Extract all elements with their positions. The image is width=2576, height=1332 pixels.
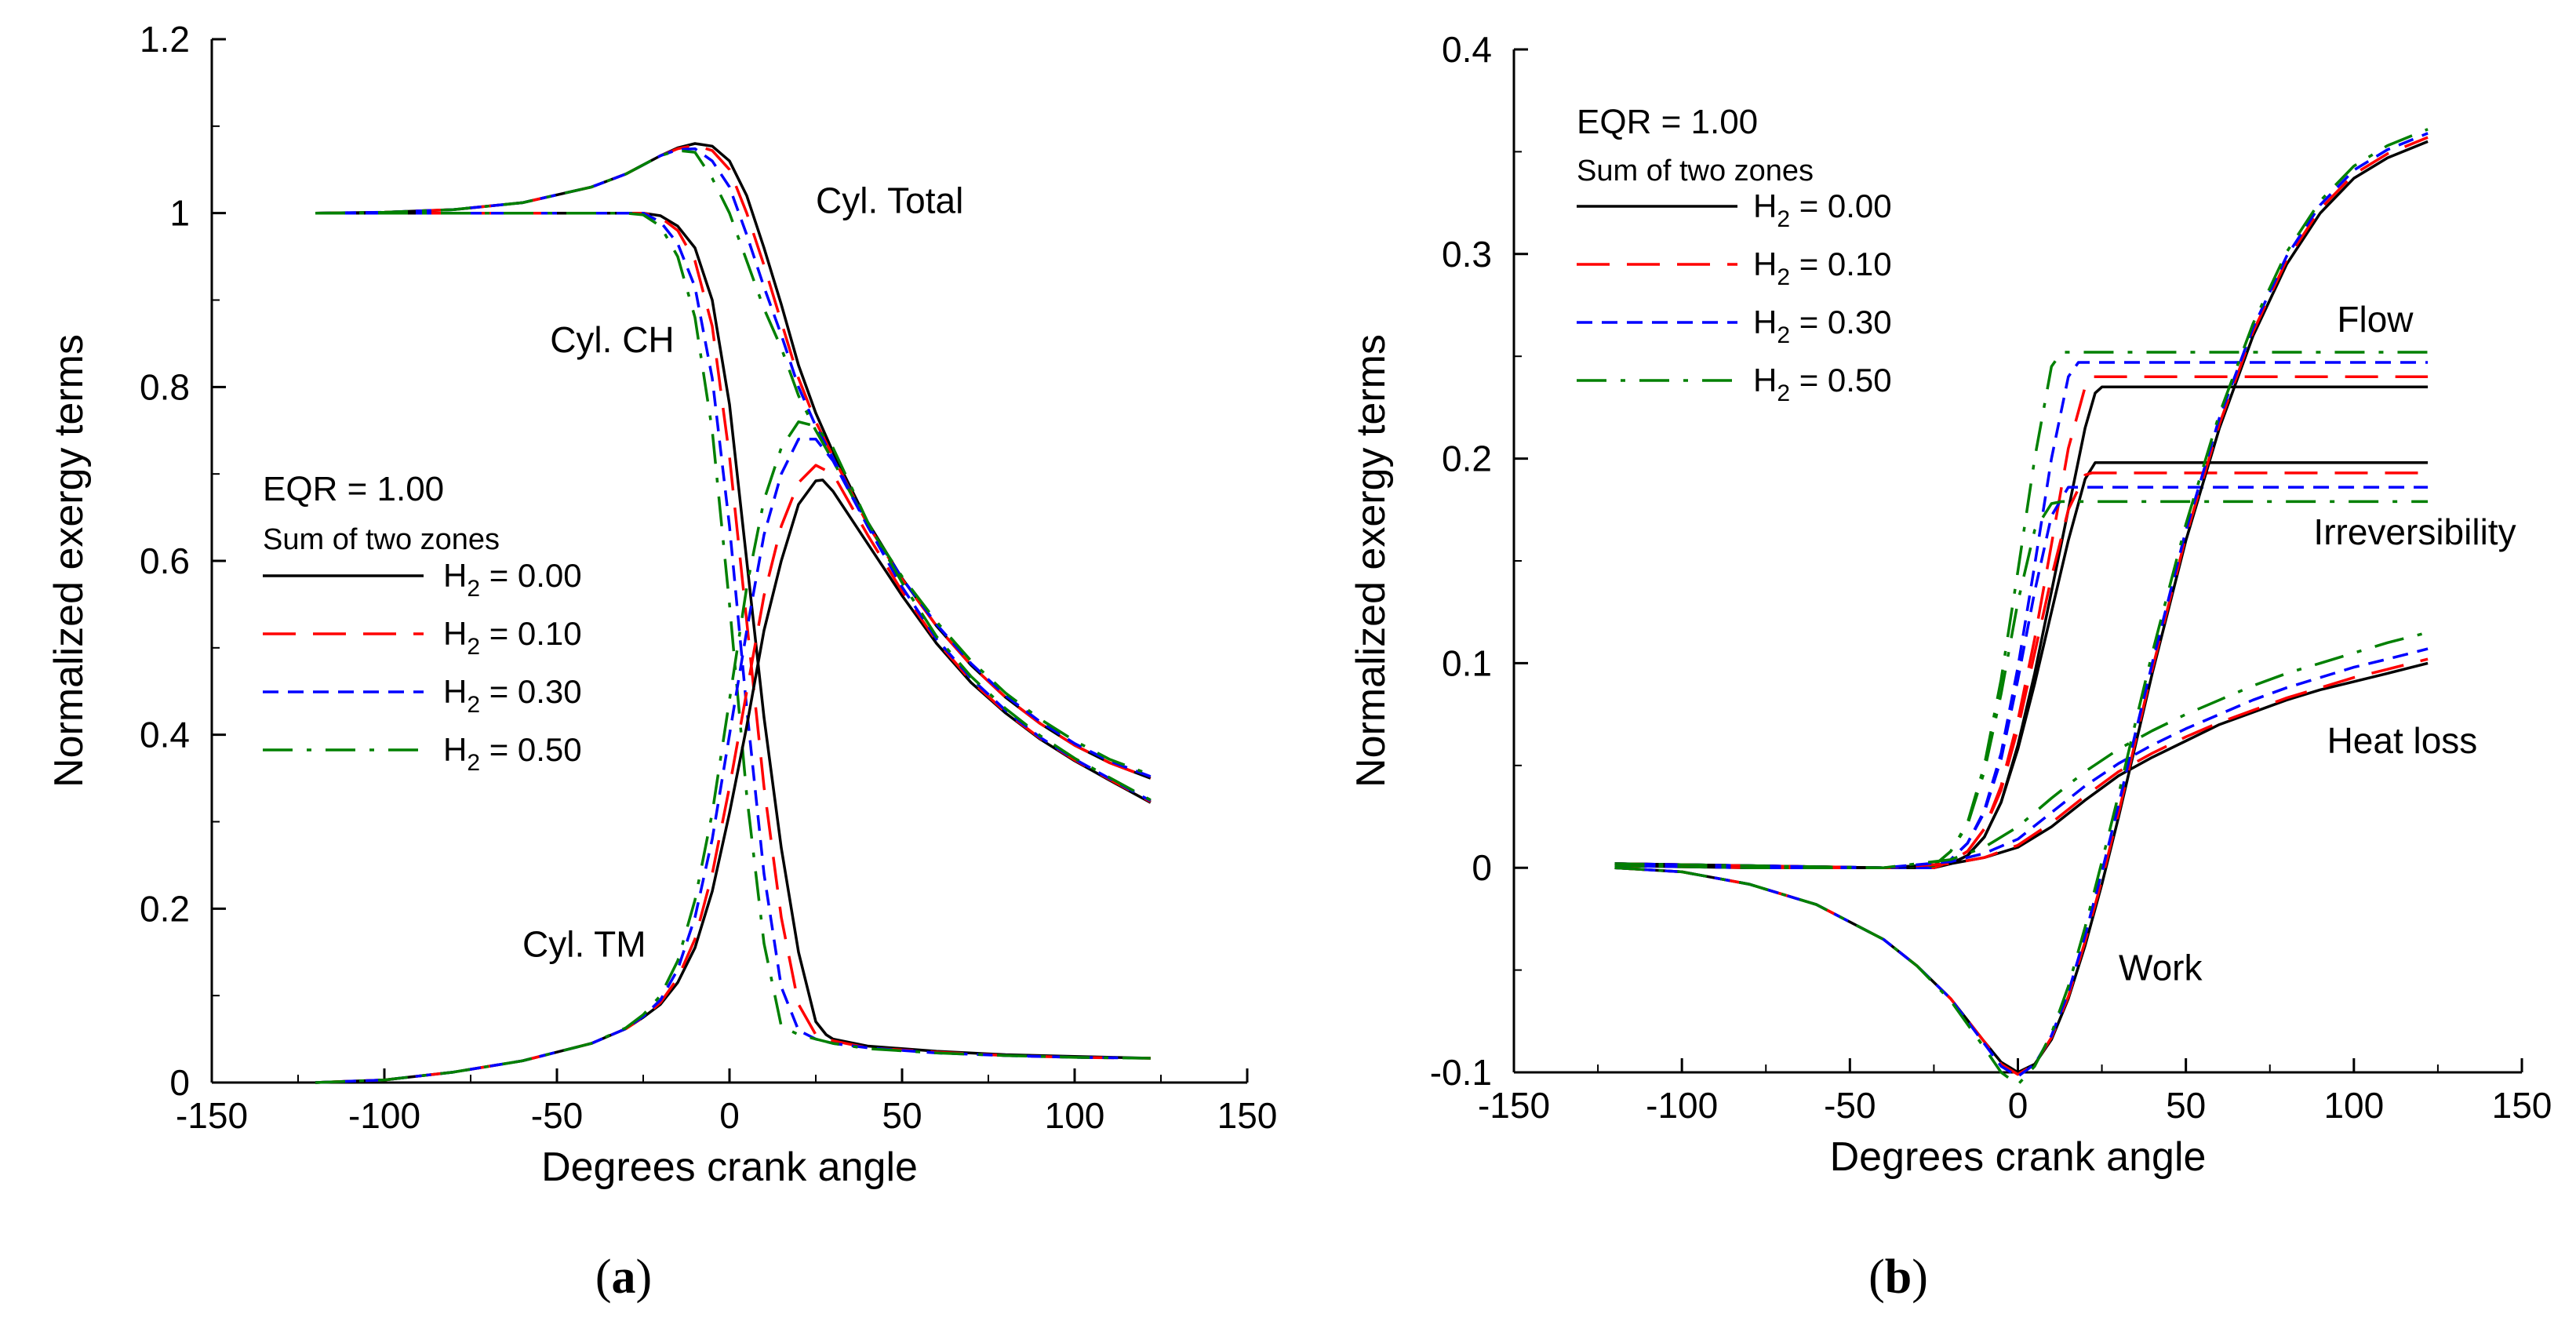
x-tick-label: -50 (531, 1095, 583, 1136)
panel-caption: (b) (1868, 1250, 1928, 1304)
series-line (1614, 657, 2429, 869)
series-line (315, 211, 1151, 1060)
series-line (1614, 461, 2429, 869)
series-line (315, 464, 1152, 1084)
curve-group-irreversibility (1614, 461, 2429, 869)
series-line (315, 147, 1152, 778)
curve-annotation: Cyl. CH (550, 319, 674, 360)
y-tick-label: 0.1 (1442, 642, 1492, 683)
y-tick-label: 0.4 (140, 715, 190, 755)
curve-group-work (1614, 128, 2429, 1086)
curve-group-flow (1614, 351, 2429, 869)
y-axis-label: Normalized exergy terms (1348, 334, 1394, 788)
series-line (1614, 647, 2429, 869)
y-axis-label: Normalized exergy terms (46, 334, 92, 788)
y-tick-label: 0.3 (1442, 234, 1492, 275)
curve-group-cyl-total (315, 142, 1152, 780)
legend-entry-label: H2 = 0.00 (1753, 187, 1892, 232)
legend-subtitle: Sum of two zones (263, 523, 500, 556)
curve-group-heat-loss (1614, 631, 2429, 869)
x-tick-label: 150 (2492, 1085, 2552, 1126)
series-line (1614, 132, 2429, 1078)
chart-panel-b: -150 -100 -50 0 50 100 150 -0.1 0 0.1 0.2 0.3 0.4 Deg… (1348, 29, 2552, 1304)
curve-annotation: Flow (2337, 299, 2414, 340)
y-tick-label: 1 (169, 193, 190, 234)
x-tick-label: -150 (1478, 1085, 1550, 1126)
legend-entry-label: H2 = 0.50 (1753, 362, 1892, 406)
x-tick-label: -100 (348, 1095, 420, 1136)
y-tick-label: 0.2 (1442, 439, 1492, 479)
series-line (315, 149, 1152, 777)
curve-annotation: Work (2119, 948, 2203, 988)
legend-entry-label: H2 = 0.30 (443, 673, 582, 718)
series-line (315, 420, 1152, 1084)
curve-annotation: Heat loss (2327, 720, 2478, 761)
curve-group-cyl-ch (315, 211, 1151, 1060)
curve-annotation: Cyl. Total (816, 180, 963, 221)
legend-entry-label: H2 = 0.30 (1753, 304, 1892, 348)
series-line (1614, 351, 2429, 869)
x-tick-label: -100 (1646, 1085, 1718, 1126)
curve-group-cyl-tm (315, 420, 1152, 1084)
legend-title: EQR = 1.00 (1577, 103, 1758, 141)
y-tick-label: -0.1 (1430, 1052, 1492, 1093)
series-line (1614, 136, 2429, 1076)
series-line (1614, 631, 2429, 869)
series-line (1614, 361, 2429, 869)
y-tick-label: 0 (169, 1062, 190, 1103)
x-tick-label: 50 (2166, 1085, 2206, 1126)
series-line (1614, 486, 2429, 869)
chart-panel-a: -150 -100 -50 0 50 100 150 0 0.2 0.4 0.6 0.8 1 1.2 Deg… (46, 19, 1277, 1304)
series-line (1614, 500, 2429, 869)
x-tick-label: -50 (1824, 1085, 1876, 1126)
legend-entry-label: H2 = 0.00 (443, 557, 582, 602)
curve-annotation: Cyl. TM (522, 923, 646, 964)
legend-title: EQR = 1.00 (263, 470, 444, 508)
panel-caption: (a) (595, 1250, 652, 1304)
y-tick-label: 0.2 (140, 888, 190, 929)
legend-entry-label: H2 = 0.10 (443, 615, 582, 660)
series-line (1614, 375, 2429, 869)
x-axis-label: Degrees crank angle (1830, 1134, 2207, 1180)
series-line (315, 438, 1152, 1084)
series-line (1614, 385, 2429, 869)
x-tick-label: 0 (2008, 1085, 2028, 1126)
legend-entry-label: H2 = 0.50 (443, 731, 582, 776)
curve-annotation: Irreversibility (2313, 511, 2516, 552)
series-line (315, 144, 1152, 780)
x-tick-label: 100 (2323, 1085, 2384, 1126)
legend-subtitle: Sum of two zones (1577, 155, 1814, 187)
y-tick-label: 0.6 (140, 540, 190, 581)
y-tick-label: 1.2 (140, 19, 190, 60)
series-line (1614, 140, 2429, 1074)
series-line (315, 211, 1151, 1060)
x-tick-label: 0 (719, 1095, 740, 1136)
series-line (1614, 128, 2429, 1086)
series-line (1614, 471, 2429, 869)
y-tick-label: 0.4 (1442, 29, 1492, 70)
y-tick-label: 0.8 (140, 366, 190, 407)
x-tick-label: -150 (176, 1095, 248, 1136)
x-tick-label: 50 (882, 1095, 922, 1136)
x-tick-label: 150 (1217, 1095, 1278, 1136)
y-tick-label: 0 (1472, 847, 1492, 888)
x-tick-label: 100 (1045, 1095, 1105, 1136)
legend-entry-label: H2 = 0.10 (1753, 246, 1892, 290)
x-axis-label: Degrees crank angle (541, 1145, 918, 1190)
series-line (315, 142, 1152, 780)
